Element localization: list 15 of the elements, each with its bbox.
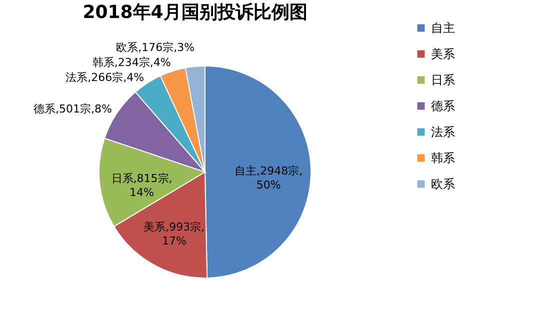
legend-label: 美系 — [431, 47, 455, 61]
legend-label: 法系 — [431, 125, 455, 139]
legend-label: 欧系 — [431, 177, 455, 191]
legend-label: 韩系 — [431, 151, 455, 165]
data-label: 欧系,176宗,3% — [116, 41, 195, 54]
data-label: 德系,501宗,8% — [33, 102, 112, 116]
legend-label: 自主 — [431, 21, 455, 35]
legend-label: 德系 — [431, 99, 455, 113]
data-label: 美系,993宗,17% — [144, 220, 205, 248]
data-label: 韩系,234宗,4% — [92, 56, 171, 70]
data-label: 法系,266宗,4% — [66, 71, 144, 84]
legend-label: 日系 — [431, 73, 455, 87]
data-label: 自主,2948宗,50% — [234, 164, 303, 192]
data-label: 日系,815宗,14% — [111, 172, 172, 199]
chart-title: 2018年4月国别投诉比例图 — [82, 2, 308, 23]
